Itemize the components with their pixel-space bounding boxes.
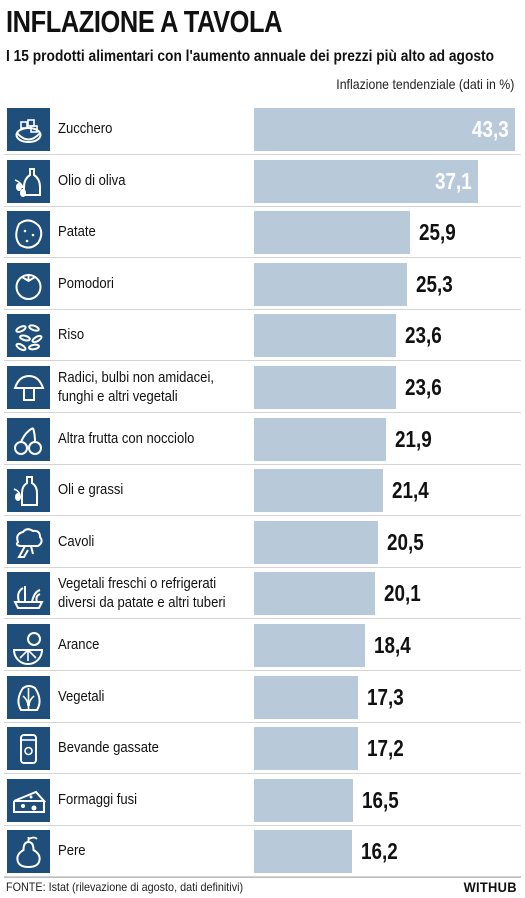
category-label: Riso (58, 327, 85, 343)
value-label: 23,6 (405, 374, 442, 400)
bar (254, 469, 383, 512)
bar-row: Bevande gassate 17,2 (4, 723, 521, 774)
value-label: 16,5 (362, 787, 399, 813)
value-label: 25,9 (419, 219, 456, 245)
bar-row: Vegetali 17,3 (4, 672, 521, 723)
row-divider (4, 722, 521, 723)
value-label: 23,6 (405, 322, 442, 348)
category-label: Radici, bulbi non amidacei, funghi e alt… (58, 369, 214, 405)
category-label: Pere (58, 843, 86, 859)
row-divider (4, 825, 521, 826)
pear-icon (7, 830, 50, 873)
bar (254, 108, 515, 151)
category-label: Zucchero (58, 121, 113, 137)
row-divider (4, 309, 521, 310)
value-label: 17,3 (367, 684, 404, 710)
row-divider (4, 154, 521, 155)
bar-row: Radici, bulbi non amidacei, funghi e alt… (4, 362, 521, 413)
bar (254, 211, 410, 254)
bar (254, 521, 378, 564)
soda-can-icon (7, 727, 50, 770)
row-divider (4, 670, 521, 671)
bar-row: Altra frutta con nocciolo 21,9 (4, 414, 521, 465)
category-label: Vegetali freschi o refrigerati diversi d… (58, 575, 226, 611)
bar-row: Vegetali freschi o refrigerati diversi d… (4, 568, 521, 619)
category-label: Altra frutta con nocciolo (58, 431, 195, 447)
value-label: 37,1 (435, 168, 472, 194)
row-divider (4, 876, 521, 877)
category-label: Arance (58, 637, 100, 653)
row-divider (4, 464, 521, 465)
bar (254, 727, 358, 770)
potato-icon (7, 211, 50, 254)
bar-row: Zucchero 43,3 (4, 104, 521, 155)
bar-row: Olio di oliva 37,1 (4, 156, 521, 207)
category-label: Bevande gassate (58, 740, 159, 756)
sugar-bowl-icon (7, 108, 50, 151)
chart-title: INFLAZIONE A TAVOLA (6, 4, 283, 39)
chart-subtitle: I 15 prodotti alimentari con l'aumento a… (6, 48, 494, 65)
row-divider (4, 206, 521, 207)
bar-row: Cavoli 20,5 (4, 517, 521, 568)
bar-row: Arance 18,4 (4, 620, 521, 671)
category-label: Vegetali (58, 689, 105, 705)
tomato-icon (7, 263, 50, 306)
value-label: 43,3 (472, 116, 509, 142)
row-divider (4, 360, 521, 361)
bar-row: Oli e grassi 21,4 (4, 465, 521, 516)
orange-icon (7, 624, 50, 667)
category-label: Olio di oliva (58, 173, 126, 189)
value-label: 21,9 (395, 426, 432, 452)
footer-divider (4, 877, 521, 878)
value-label: 25,3 (416, 271, 453, 297)
bar (254, 676, 358, 719)
cherries-icon (7, 418, 50, 461)
oil-bottle-icon (7, 469, 50, 512)
value-label: 20,5 (387, 529, 424, 555)
vegetables-icon (7, 572, 50, 615)
cabbage-icon (7, 676, 50, 719)
bar-row: Riso 23,6 (4, 310, 521, 361)
bar (254, 263, 407, 306)
value-label: 16,2 (361, 838, 398, 864)
brand-logo: WITHUB (463, 879, 517, 895)
category-label: Oli e grassi (58, 482, 124, 498)
bar-row: Patate 25,9 (4, 207, 521, 258)
value-label: 20,1 (384, 580, 421, 606)
row-divider (4, 257, 521, 258)
cheese-icon (7, 779, 50, 822)
bar (254, 779, 353, 822)
bar-row: Pomodori 25,3 (4, 259, 521, 310)
category-label: Patate (58, 224, 96, 240)
row-divider (4, 773, 521, 774)
olive-oil-icon (7, 160, 50, 203)
value-label: 21,4 (392, 477, 429, 503)
mushroom-icon (7, 366, 50, 409)
bar (254, 572, 375, 615)
bar-row: Formaggi fusi 16,5 (4, 775, 521, 826)
bar (254, 624, 365, 667)
category-label: Cavoli (58, 534, 95, 550)
row-divider (4, 412, 521, 413)
bar-row: Pere 16,2 (4, 826, 521, 877)
row-divider (4, 515, 521, 516)
unit-note: Inflazione tendenziale (dati in %) (335, 76, 514, 92)
bar (254, 160, 478, 203)
row-divider (4, 618, 521, 619)
row-divider (4, 567, 521, 568)
bar (254, 418, 386, 461)
category-label: Formaggi fusi (58, 792, 138, 808)
category-label: Pomodori (58, 276, 114, 292)
value-label: 18,4 (374, 632, 411, 658)
source-note: FONTE: Istat (rilevazione di agosto, dat… (6, 880, 244, 894)
value-label: 17,2 (367, 735, 404, 761)
rice-icon (7, 314, 50, 357)
broccoli-icon (7, 521, 50, 564)
bar (254, 830, 352, 873)
bar (254, 314, 396, 357)
bar (254, 366, 396, 409)
